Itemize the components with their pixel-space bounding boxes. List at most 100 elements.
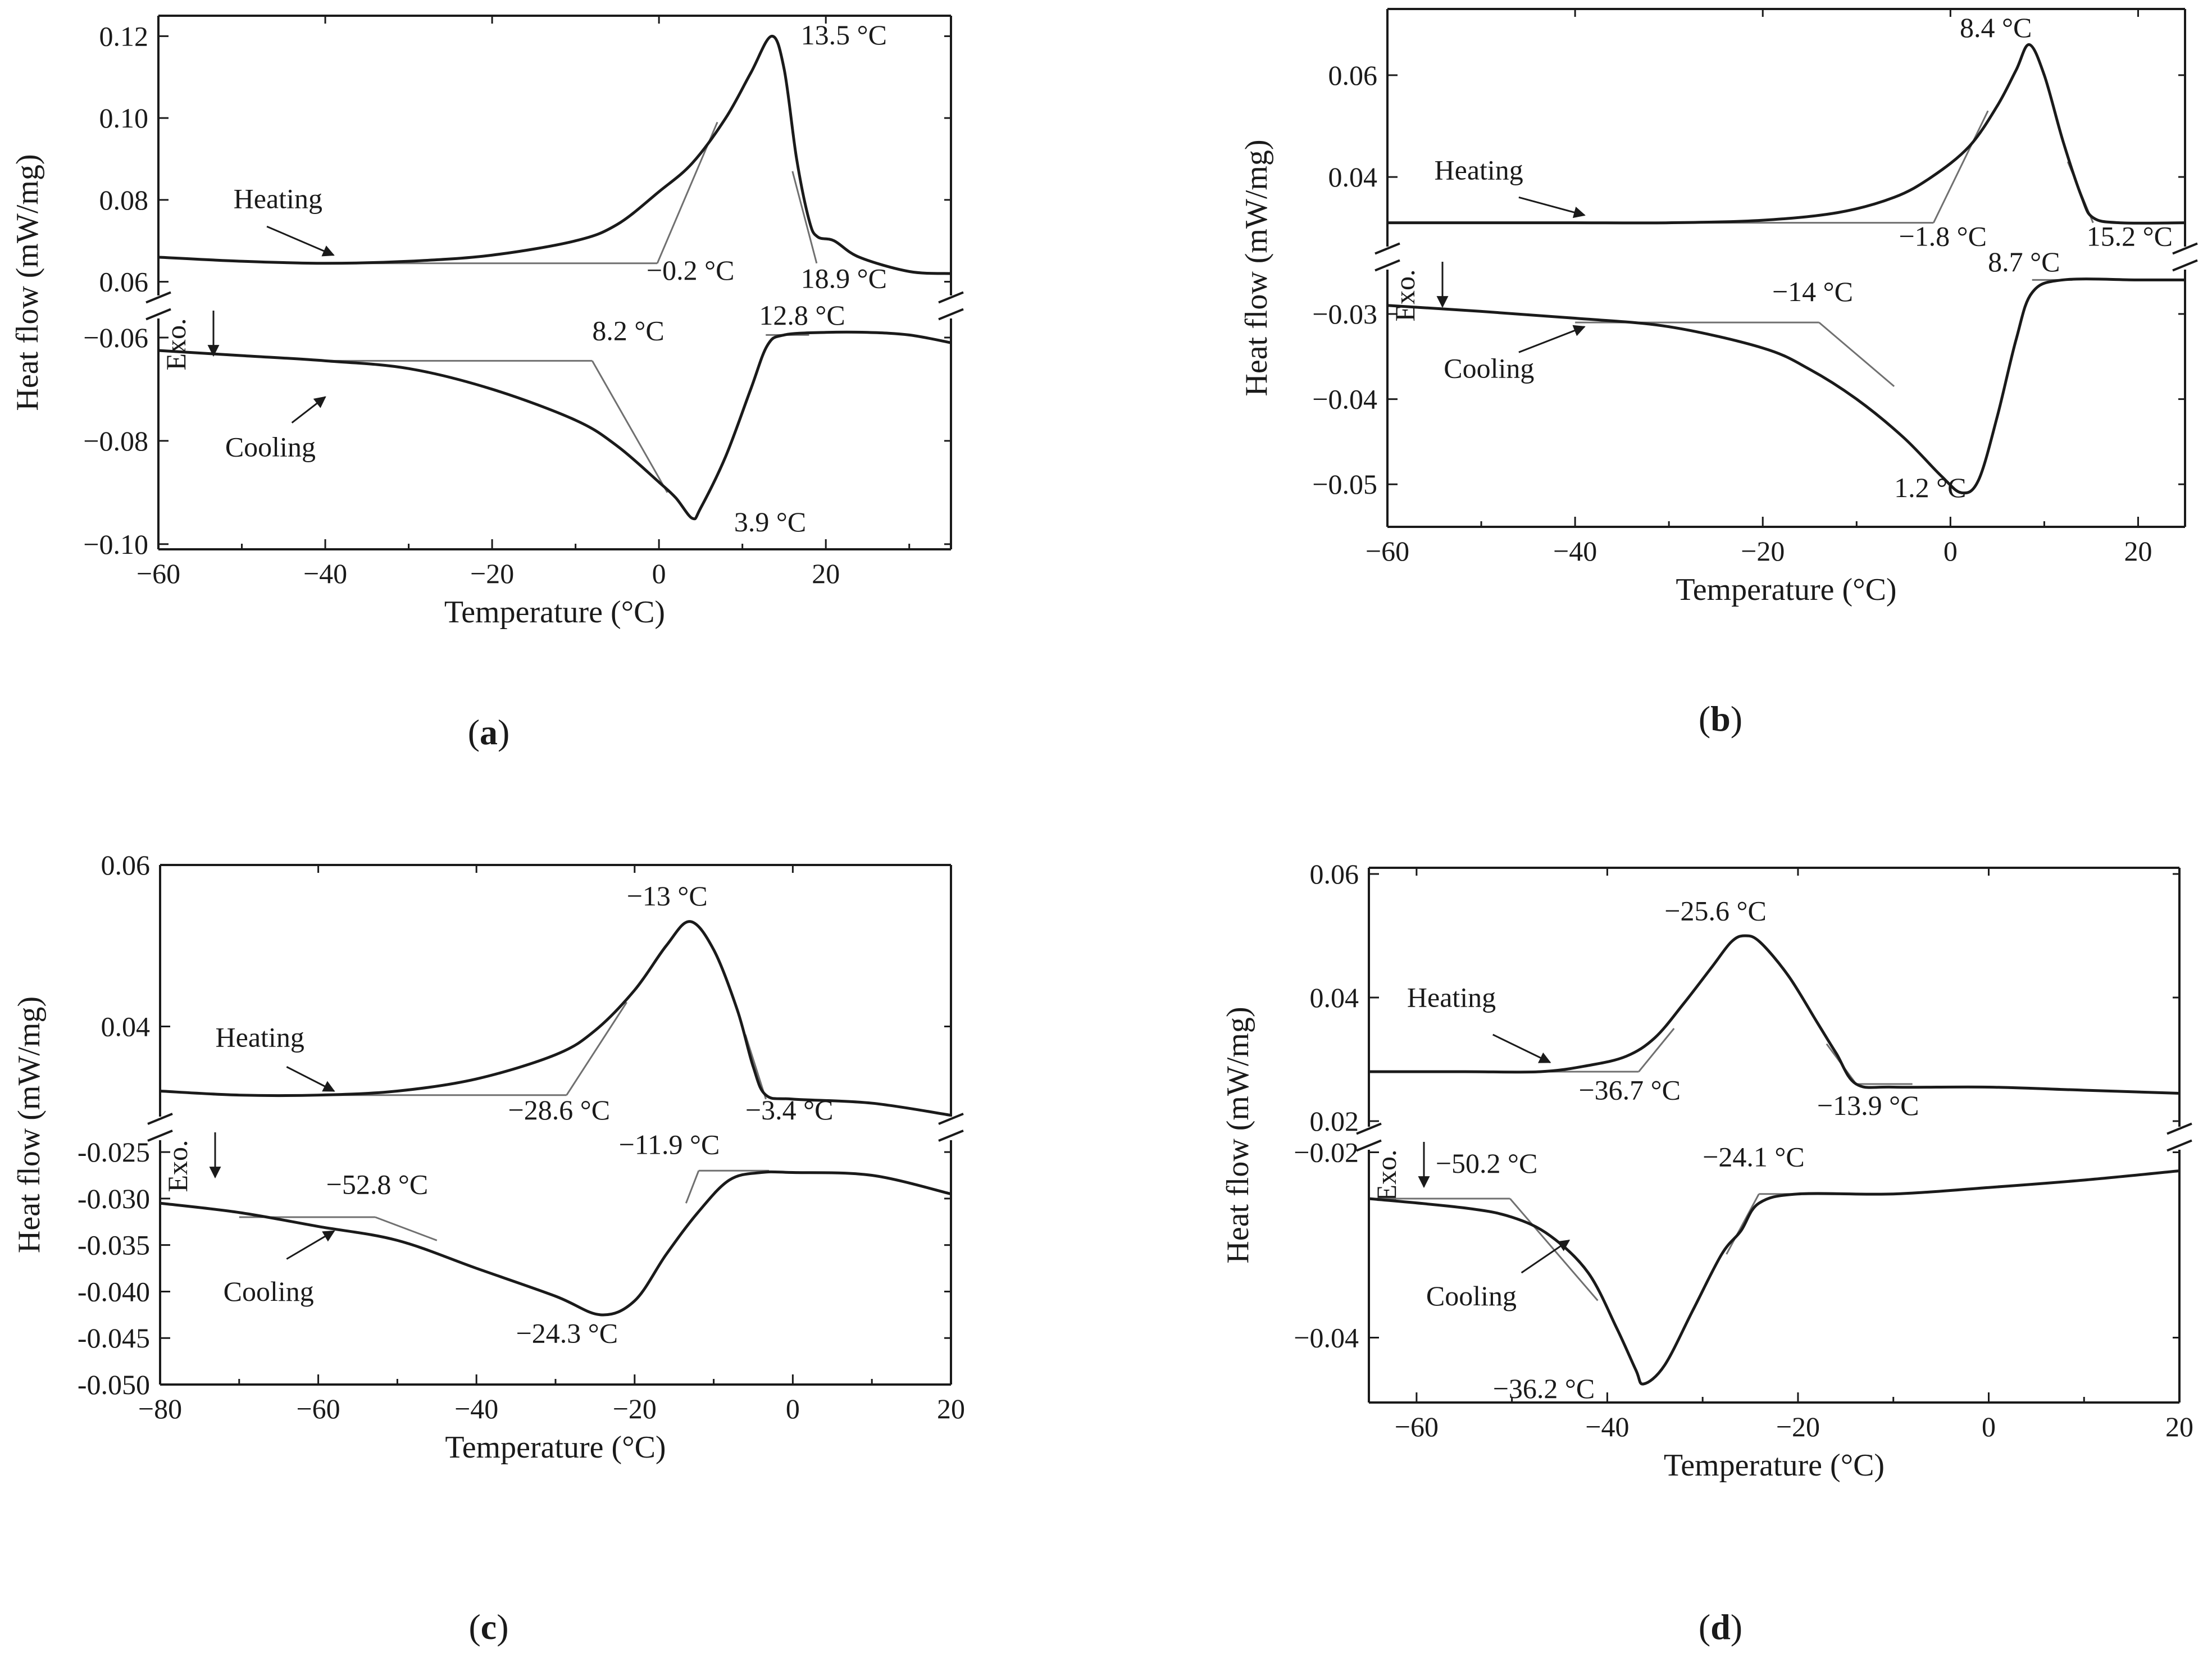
cooling-tangent-line xyxy=(375,1216,438,1241)
axis-break-mark-right xyxy=(2172,259,2198,272)
cooling-temperature-annotation: −14 °C xyxy=(1772,276,1853,307)
heating-temperature-annotation: −13.9 °C xyxy=(1817,1090,1919,1121)
cooling-temperature-annotation: −11.9 °C xyxy=(619,1128,720,1160)
heating-temperature-annotation: −28.6 °C xyxy=(508,1094,611,1126)
y-tick-label: 0.04 xyxy=(101,1011,151,1042)
panel-label-b: (b) xyxy=(1699,699,1742,739)
y-tick-label: −0.05 xyxy=(1312,468,1377,500)
axis-break-mark-right xyxy=(938,1113,964,1125)
x-tick-label: 0 xyxy=(652,558,666,589)
axis-break-mark-right xyxy=(2172,242,2198,255)
y-tick-label: −0.04 xyxy=(1294,1322,1359,1354)
y-tick-label: 0.08 xyxy=(99,184,149,216)
cooling-tangent-line xyxy=(1818,321,1895,387)
panel-c: −80 −60 −40 −20 0 20 0.04 0.06 -0.025 -0.030 -0.03… xyxy=(12,849,965,1465)
cooling-label: Cooling xyxy=(1444,353,1534,384)
panel-a: −60 −40 −20 0 20 0.06 0.08 0.10 0.12 −0.06 −0.08 −0… xyxy=(10,15,964,630)
y-tick-label: −0.06 xyxy=(83,322,148,353)
heating-tangent-line xyxy=(744,1034,767,1100)
x-tick-label: −20 xyxy=(1741,535,1785,567)
y-tick-label: 0.10 xyxy=(99,102,149,134)
y-tick-label: 0.04 xyxy=(1328,161,1378,193)
x-tick-label: −80 xyxy=(138,1393,182,1424)
y-tick-label: -0.050 xyxy=(78,1369,150,1400)
y-tick-label: 0.04 xyxy=(1310,982,1359,1013)
plot-frame xyxy=(1356,867,2192,1404)
heating-label-arrow xyxy=(286,1066,335,1092)
exo-label: Exo. xyxy=(162,1140,193,1192)
cooling-temperature-annotation: −36.2 °C xyxy=(1493,1373,1595,1404)
cooling-temperature-annotation: −24.1 °C xyxy=(1703,1141,1805,1172)
x-tick-label: 0 xyxy=(786,1393,800,1424)
cooling-temperature-annotation: −52.8 °C xyxy=(326,1169,429,1200)
y-tick-label: -0.045 xyxy=(78,1322,150,1354)
y-tick-label: −0.08 xyxy=(83,425,148,457)
heating-tangent-line xyxy=(791,171,818,264)
heating-curve xyxy=(1387,43,2186,225)
y-axis-title: Heat flow (mW/mg) xyxy=(1239,139,1274,396)
y-tick-label: -0.035 xyxy=(78,1230,150,1261)
heating-label: Heating xyxy=(1407,982,1496,1013)
y-tick-label: 0.06 xyxy=(1310,858,1359,890)
y-tick-label: −0.03 xyxy=(1312,298,1377,330)
cooling-curve xyxy=(160,1170,952,1317)
x-tick-label: −60 xyxy=(296,1393,340,1424)
heating-temperature-annotation: 8.4 °C xyxy=(1960,12,2032,43)
x-tick-label: 20 xyxy=(937,1393,965,1424)
heating-label-arrow xyxy=(1492,1033,1551,1063)
heating-temperature-annotation: −25.6 °C xyxy=(1664,895,1767,927)
cooling-temperature-annotation: 12.8 °C xyxy=(759,299,845,331)
y-tick-label: 0.12 xyxy=(99,20,149,52)
x-tick-label: 20 xyxy=(812,558,840,589)
heating-temperature-annotation: −13 °C xyxy=(627,880,708,912)
exo-label: Exo. xyxy=(1371,1149,1402,1201)
cooling-temperature-annotation: 8.2 °C xyxy=(592,315,664,347)
x-axis-title: Temperature (°C) xyxy=(1676,572,1896,607)
y-tick-label: −0.02 xyxy=(1294,1137,1359,1168)
cooling-temperature-annotation: −50.2 °C xyxy=(1436,1148,1538,1179)
cooling-curve xyxy=(158,330,952,521)
heating-label: Heating xyxy=(216,1021,304,1053)
cooling-temperature-annotation: 8.7 °C xyxy=(1988,246,2060,277)
heating-temperature-annotation: −1.8 °C xyxy=(1899,220,1987,252)
y-tick-label: -0.040 xyxy=(78,1276,150,1307)
cooling-tangent-line xyxy=(685,1170,700,1204)
y-tick-label: -0.030 xyxy=(78,1183,150,1214)
x-tick-label: −20 xyxy=(470,558,514,589)
cooling-tangent-line xyxy=(1726,1194,1760,1255)
cooling-label: Cooling xyxy=(225,431,316,462)
plot-frame xyxy=(145,15,964,550)
axis-break-mark-left xyxy=(147,1113,173,1125)
cooling-temperature-annotation: 3.9 °C xyxy=(734,506,806,538)
axis-break-mark-left xyxy=(145,308,171,321)
cooling-label: Cooling xyxy=(1426,1280,1517,1312)
y-tick-label: 0.06 xyxy=(1328,60,1378,91)
x-tick-label: 20 xyxy=(2165,1411,2193,1442)
x-tick-label: −40 xyxy=(1585,1411,1629,1442)
heating-label-arrow xyxy=(266,225,335,257)
y-axis-title: Heat flow (mW/mg) xyxy=(1221,1007,1255,1263)
cooling-temperature-annotation: 1.2 °C xyxy=(1894,472,1966,503)
heating-temperature-annotation: −3.4 °C xyxy=(745,1094,834,1126)
x-tick-label: −40 xyxy=(303,558,347,589)
heating-temperature-annotation: −0.2 °C xyxy=(647,254,735,286)
cooling-curve xyxy=(1387,277,2185,495)
y-tick-label: −0.10 xyxy=(83,529,148,560)
axis-break-mark-right xyxy=(2167,1139,2192,1152)
y-tick-label: 0.06 xyxy=(101,849,151,881)
heating-label: Heating xyxy=(234,183,322,214)
exo-label: Exo. xyxy=(1389,269,1421,321)
x-tick-label: −60 xyxy=(136,558,180,589)
x-tick-label: 20 xyxy=(2124,535,2152,567)
x-tick-label: −20 xyxy=(1776,1411,1820,1442)
y-tick-label: 0.02 xyxy=(1310,1105,1359,1137)
x-axis-title: Temperature (°C) xyxy=(1664,1448,1885,1483)
x-tick-label: −20 xyxy=(613,1393,657,1424)
axis-break-mark-left xyxy=(1374,242,1400,255)
y-tick-label: 0.06 xyxy=(99,266,149,298)
cooling-label-arrow xyxy=(291,396,326,424)
axis-break-mark-left xyxy=(145,291,171,304)
cooling-label-arrow xyxy=(1518,325,1586,353)
x-tick-label: −60 xyxy=(1395,1411,1439,1442)
